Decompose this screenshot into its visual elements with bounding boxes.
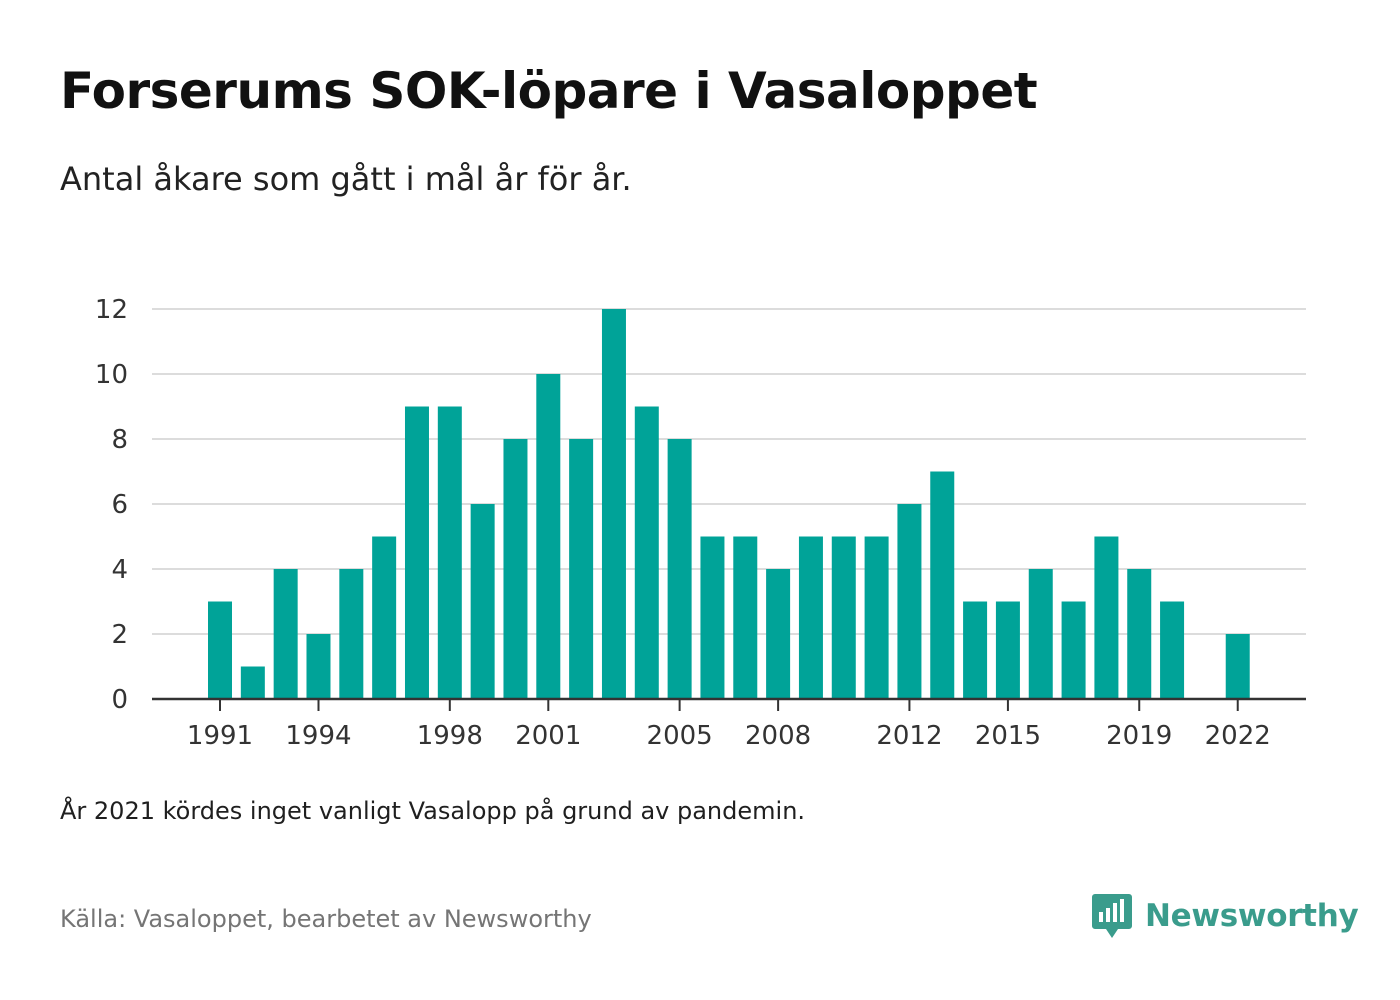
- x-tick-label: 2019: [1106, 721, 1172, 751]
- bar-1996: [372, 536, 397, 699]
- bar-2017: [1061, 601, 1086, 699]
- y-tick-label: 0: [111, 685, 128, 715]
- bar-2010: [831, 536, 856, 699]
- bar-2013: [930, 471, 955, 699]
- bar-1993: [273, 569, 298, 699]
- x-tick-label: 1994: [285, 721, 351, 751]
- bar-1994: [306, 634, 331, 699]
- newsworthy-logo-icon: [1092, 894, 1132, 938]
- bars: [208, 309, 1250, 699]
- bar-1998: [437, 406, 462, 699]
- newsworthy-logo: Newsworthy: [1091, 892, 1359, 940]
- bar-2001: [536, 374, 561, 699]
- x-tick-label: 1998: [417, 721, 483, 751]
- bar-2003: [601, 309, 626, 699]
- y-tick-label: 10: [95, 360, 128, 390]
- x-tick-label: 2008: [745, 721, 811, 751]
- x-tick-label: 2005: [647, 721, 713, 751]
- chart-subtitle: Antal åkare som gått i mål år för år.: [60, 160, 632, 198]
- bar-1999: [470, 504, 495, 699]
- source-credit: Källa: Vasaloppet, bearbetet av Newswort…: [60, 905, 592, 933]
- x-tick-label: 2001: [515, 721, 581, 751]
- bar-2000: [503, 439, 528, 699]
- bar-1992: [240, 666, 265, 699]
- bar-2019: [1127, 569, 1152, 699]
- brand-name: Newsworthy: [1145, 898, 1359, 934]
- x-tick-label: 2022: [1205, 721, 1271, 751]
- bar-2009: [798, 536, 823, 699]
- bar-2016: [1028, 569, 1053, 699]
- y-tick-label: 8: [111, 425, 128, 455]
- bar-2008: [766, 569, 791, 699]
- bar-2018: [1094, 536, 1119, 699]
- bar-2005: [667, 439, 692, 699]
- y-tick-label: 4: [111, 555, 128, 585]
- chart-title: Forserums SOK-löpare i Vasaloppet: [60, 62, 1038, 120]
- bar-chart: 0 2 4 6 8 10 12 1991 1994 1998 2001 2005 2008 2012 20…: [95, 295, 1306, 751]
- bar-1997: [404, 406, 429, 699]
- y-axis-ticks: 0 2 4 6 8 10 12: [95, 295, 128, 715]
- bar-2004: [634, 406, 659, 699]
- bar-2015: [995, 601, 1020, 699]
- chart-note: År 2021 kördes inget vanligt Vasalopp på…: [60, 797, 806, 825]
- y-tick-label: 6: [111, 490, 128, 520]
- bar-1995: [339, 569, 364, 699]
- bar-1991: [208, 601, 232, 699]
- x-tick-label: 2015: [975, 721, 1041, 751]
- bar-2014: [963, 601, 988, 699]
- x-axis-ticks: 1991 1994 1998 2001 2005 2008 2012 2015 2019 2022: [187, 699, 1271, 751]
- bar-2022: [1225, 634, 1250, 699]
- x-tick-label: 1991: [187, 721, 253, 751]
- bar-2007: [733, 536, 758, 699]
- bar-2020: [1160, 601, 1185, 699]
- bar-2012: [897, 504, 922, 699]
- bar-2002: [569, 439, 594, 699]
- y-tick-label: 2: [111, 620, 128, 650]
- y-tick-label: 12: [95, 295, 128, 325]
- bar-2006: [700, 536, 725, 699]
- bar-2011: [864, 536, 889, 699]
- x-tick-label: 2012: [876, 721, 942, 751]
